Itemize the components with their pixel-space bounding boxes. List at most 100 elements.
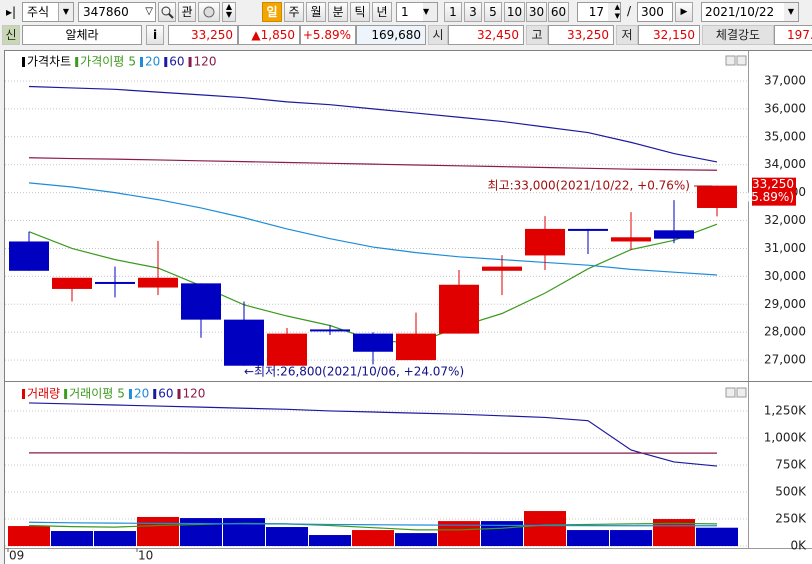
interval-button[interactable]: 30: [526, 2, 547, 22]
rate: +5.89%: [300, 25, 356, 45]
code-input[interactable]: 347860 ▽: [78, 2, 156, 22]
date: 2021/10/22: [705, 5, 775, 19]
strength-label: 체결강도: [702, 25, 774, 45]
candle-body: [310, 329, 350, 332]
x-tick-label: 10: [138, 549, 153, 563]
legend-label: 5: [128, 55, 136, 69]
market: 주식: [27, 5, 50, 19]
interval: 1: [401, 5, 409, 19]
count-input[interactable]: 17 ▲ ▼: [577, 2, 621, 22]
y-tick-label: 250K: [775, 512, 807, 526]
strength: 197.3: [774, 25, 812, 45]
period-button[interactable]: 틱: [350, 2, 370, 22]
y-tick-label: 37,000: [764, 73, 806, 87]
change: ▲1,850: [238, 25, 300, 45]
last-rate: (5.89%): [747, 190, 794, 204]
y-tick-label: 27,000: [764, 353, 806, 367]
price: 33,250: [168, 25, 238, 45]
y-tick-label: 0K: [790, 539, 807, 553]
apply-button[interactable]: ▶: [675, 2, 693, 22]
interval-button[interactable]: 1: [444, 2, 462, 22]
y-tick-label: 32,000: [764, 213, 806, 227]
chart-frame: [4, 50, 812, 564]
legend-swatch: [22, 389, 25, 399]
volume-bar: [567, 530, 609, 547]
candle-body: [52, 277, 92, 289]
legend-swatch: [188, 57, 192, 67]
interval-button[interactable]: 5: [484, 2, 502, 22]
period-button[interactable]: 주: [284, 2, 304, 22]
period-button[interactable]: 분: [328, 2, 348, 22]
volume-bar: [94, 531, 136, 547]
candle-body: [267, 333, 307, 366]
market-select[interactable]: 주식 ▼: [22, 2, 74, 22]
last-price-box: [752, 177, 796, 206]
total-input[interactable]: 300: [637, 2, 673, 22]
legend-swatch: [139, 57, 143, 67]
period-button[interactable]: 일: [262, 2, 282, 22]
volume-bar: [266, 527, 308, 547]
spin-button[interactable]: ▲ ▼: [222, 2, 236, 22]
panel-close-button[interactable]: [736, 387, 747, 398]
legend-label: 거래량: [27, 387, 60, 401]
legend-swatch: [164, 57, 168, 67]
info-button[interactable]: i: [146, 25, 164, 45]
y-tick-label: 29,000: [764, 297, 806, 311]
date-input[interactable]: 2021/10/22 ▼: [701, 2, 799, 22]
volume-bar: [309, 535, 351, 547]
legend-label: 거래이평: [69, 387, 113, 401]
legend-label: 120: [194, 55, 217, 69]
legend-label: 5: [117, 387, 125, 401]
volume: 169,680: [356, 25, 426, 45]
volume-bar: [8, 526, 50, 547]
y-tick-label: 34,000: [764, 157, 806, 171]
candle-body: [697, 185, 737, 208]
candle-body: [482, 266, 522, 271]
candle-body: [568, 228, 608, 231]
candle-body: [95, 281, 135, 284]
watch-button[interactable]: 관: [178, 2, 196, 22]
legend-label: 20: [145, 55, 160, 69]
legend-swatch: [64, 389, 68, 399]
period-button[interactable]: 년: [372, 2, 392, 22]
y-tick-label: 1,000K: [764, 430, 807, 444]
interval-select[interactable]: 1 ▼: [396, 2, 438, 22]
legend-swatch: [177, 389, 181, 399]
badge: 신: [2, 25, 20, 45]
candle-body: [353, 333, 393, 352]
panel-close-button[interactable]: [736, 55, 747, 66]
candle-body: [525, 228, 565, 256]
low: 32,150: [638, 25, 700, 45]
interval-button[interactable]: 10: [504, 2, 525, 22]
moving-average-line: [28, 85, 718, 163]
open-label: 시: [428, 25, 448, 45]
moving-average-line: [28, 182, 718, 276]
candle-body: [439, 284, 479, 334]
volume-bar: [696, 527, 738, 547]
low-label: 저: [616, 25, 638, 45]
count: 17: [588, 5, 604, 19]
code: 347860: [83, 5, 129, 19]
annotation: ←최저:26,800(2021/10/06, +24.07%): [244, 365, 464, 379]
candle-body: [611, 237, 651, 242]
y-tick-label: 35,000: [764, 129, 806, 143]
panel-min-button[interactable]: [725, 55, 736, 66]
y-tick-label: 36,000: [764, 101, 806, 115]
volume-bar: [51, 531, 93, 547]
candle-body: [224, 319, 264, 366]
period-button[interactable]: 월: [306, 2, 326, 22]
search-button[interactable]: [158, 2, 176, 22]
y-tick-label: 30,000: [764, 269, 806, 283]
legend-label: 120: [183, 387, 206, 401]
panel-toggle[interactable]: ▸|: [5, 5, 17, 19]
panel-min-button[interactable]: [725, 387, 736, 398]
candle-body: [9, 241, 49, 271]
volume-bar: [223, 518, 265, 547]
legend-swatch: [153, 389, 157, 399]
legend-label: 20: [134, 387, 149, 401]
interval-button[interactable]: 60: [548, 2, 569, 22]
interval-button[interactable]: 3: [464, 2, 482, 22]
candle-body: [654, 230, 694, 239]
legend-label: 60: [169, 55, 184, 69]
refresh-button[interactable]: [198, 2, 220, 22]
